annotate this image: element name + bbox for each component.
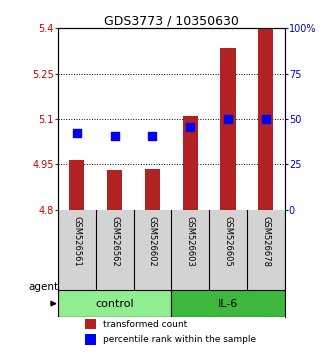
Bar	[69, 160, 84, 210]
Bar	[145, 169, 160, 210]
Title: GDS3773 / 10350630: GDS3773 / 10350630	[104, 14, 239, 27]
Text: percentile rank within the sample: percentile rank within the sample	[103, 335, 257, 344]
Text: GSM526678: GSM526678	[261, 216, 270, 267]
Bar	[220, 48, 236, 210]
Text: GSM526562: GSM526562	[110, 216, 119, 267]
Text: GSM526561: GSM526561	[72, 216, 81, 267]
Point	[188, 124, 193, 130]
Point	[225, 116, 231, 122]
Bar	[258, 28, 273, 210]
Point	[74, 130, 79, 136]
Point	[150, 133, 155, 138]
Text: GSM526605: GSM526605	[223, 216, 232, 267]
Bar	[107, 171, 122, 210]
Text: control: control	[95, 298, 134, 309]
Bar	[58, 291, 171, 317]
Bar	[171, 291, 285, 317]
Text: GSM526602: GSM526602	[148, 216, 157, 267]
Point	[263, 116, 268, 122]
Bar	[85, 334, 96, 344]
Text: agent: agent	[28, 281, 59, 292]
Text: transformed count: transformed count	[103, 320, 188, 329]
Bar	[183, 116, 198, 210]
Bar	[85, 319, 96, 329]
Point	[112, 133, 117, 138]
Text: GSM526603: GSM526603	[186, 216, 195, 267]
Text: IL-6: IL-6	[218, 298, 238, 309]
